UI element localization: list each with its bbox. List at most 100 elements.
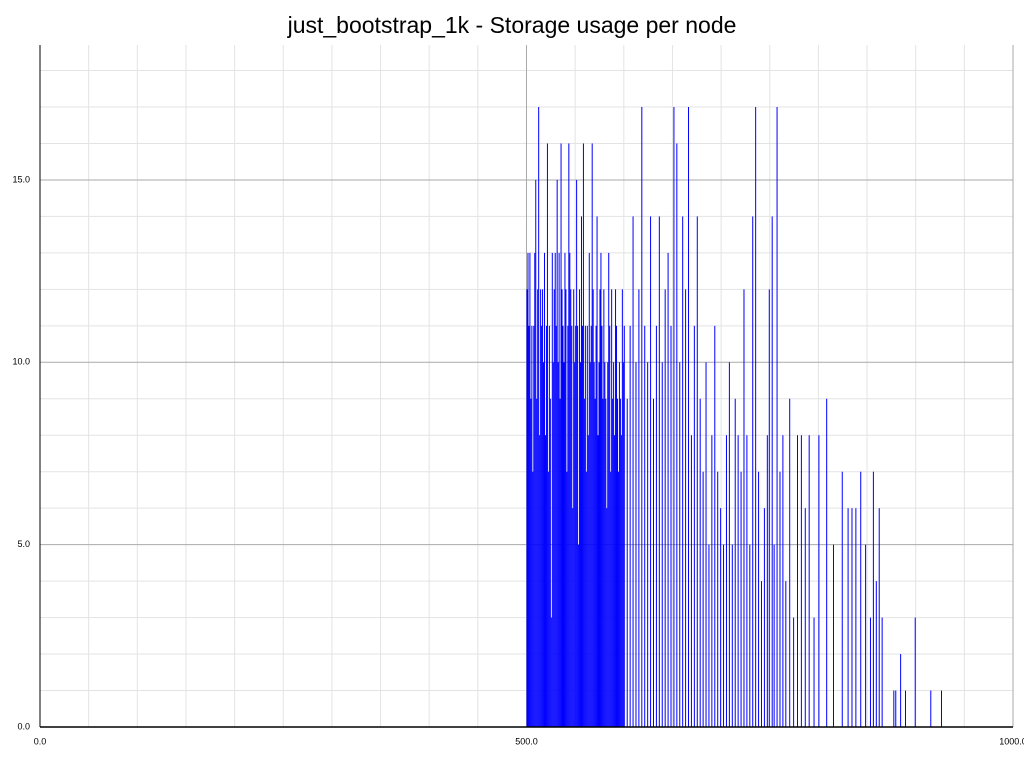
bar — [526, 289, 528, 727]
bar — [603, 289, 605, 727]
bar — [588, 252, 590, 727]
bar — [708, 544, 710, 727]
bar — [613, 362, 615, 727]
bar — [841, 471, 843, 727]
bar — [789, 398, 791, 727]
bar — [940, 690, 942, 727]
bar — [553, 289, 555, 727]
bar — [569, 252, 571, 727]
bar — [535, 179, 537, 728]
bar — [616, 325, 618, 727]
bar — [711, 435, 713, 727]
bar — [527, 252, 529, 727]
bar — [531, 325, 533, 727]
bar — [771, 216, 773, 728]
bar — [562, 325, 564, 727]
bar — [530, 398, 532, 727]
bar — [616, 398, 618, 727]
bar — [609, 325, 611, 727]
bar — [584, 325, 586, 727]
bar — [580, 216, 582, 728]
bar — [607, 362, 609, 727]
bar — [619, 398, 621, 727]
bar — [536, 398, 538, 727]
bar — [556, 179, 558, 728]
bar — [728, 362, 730, 727]
bar — [804, 508, 806, 727]
bar — [693, 325, 695, 727]
bar — [900, 654, 902, 727]
bar — [544, 435, 546, 727]
bar — [773, 544, 775, 727]
chart-title: just_bootstrap_1k - Storage usage per no… — [287, 12, 737, 38]
bar — [600, 252, 602, 727]
bar — [566, 471, 568, 727]
bar — [534, 252, 536, 727]
bar — [548, 325, 550, 727]
bar — [541, 325, 543, 727]
bar — [632, 216, 634, 728]
bar — [895, 690, 897, 727]
bar — [860, 471, 862, 727]
bar — [576, 179, 578, 728]
bar — [591, 143, 593, 727]
bar — [635, 362, 637, 727]
bar — [623, 325, 625, 727]
bar — [881, 617, 883, 727]
bar — [723, 544, 725, 727]
bar — [540, 289, 542, 727]
bar — [629, 325, 631, 727]
bar — [869, 617, 871, 727]
bar — [755, 107, 757, 727]
bar — [574, 362, 576, 727]
bar — [532, 471, 534, 727]
bar — [682, 216, 684, 728]
bar — [696, 216, 698, 728]
bar — [652, 398, 654, 727]
bar — [641, 107, 643, 727]
bar — [872, 471, 874, 727]
bar — [538, 107, 540, 727]
bar — [561, 289, 563, 727]
bar — [746, 435, 748, 727]
bar — [615, 289, 617, 727]
bar — [743, 289, 745, 727]
bar — [626, 398, 628, 727]
bar — [528, 325, 530, 727]
bar — [571, 325, 573, 727]
bar — [699, 398, 701, 727]
bar — [543, 362, 545, 727]
bar — [740, 471, 742, 727]
bar — [595, 325, 597, 727]
bar — [605, 398, 607, 727]
bar — [545, 325, 547, 727]
bar — [593, 362, 595, 727]
bar — [731, 544, 733, 727]
bar — [658, 216, 660, 728]
bar — [567, 325, 569, 727]
y-tick-label: 5.0 — [17, 539, 30, 549]
bar — [558, 252, 560, 727]
bar — [552, 362, 554, 727]
bar — [544, 252, 546, 727]
bar — [577, 325, 579, 727]
bar — [587, 435, 589, 727]
bar — [676, 143, 678, 727]
bar — [611, 289, 613, 727]
bar — [596, 216, 598, 728]
bar — [914, 617, 916, 727]
bar — [572, 508, 574, 727]
bar — [725, 435, 727, 727]
bar — [796, 435, 798, 727]
bar — [614, 435, 616, 727]
bar — [599, 289, 601, 727]
x-tick-label: 500.0 — [515, 736, 538, 746]
bar — [551, 252, 553, 727]
bar — [855, 508, 857, 727]
bar — [580, 362, 582, 727]
bar — [667, 252, 669, 727]
bar — [766, 435, 768, 727]
bar — [581, 325, 583, 727]
bar — [550, 617, 552, 727]
bar — [826, 398, 828, 727]
